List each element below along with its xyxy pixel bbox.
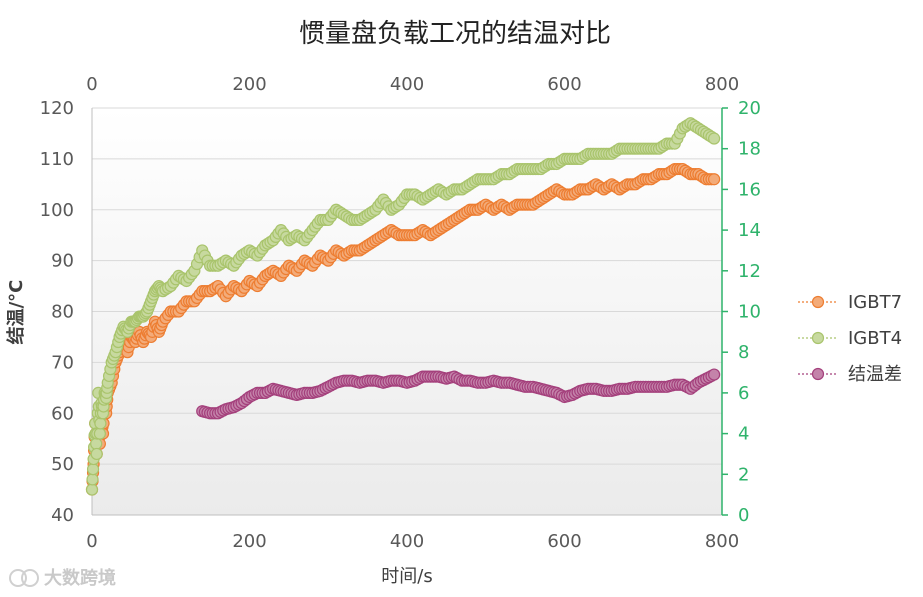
data-point-interp bbox=[86, 473, 99, 486]
y-tick-label: 50 bbox=[51, 454, 74, 475]
y2-tick-label: 20 bbox=[738, 98, 761, 119]
y-tick-label: 60 bbox=[51, 403, 74, 424]
legend-marker bbox=[811, 331, 825, 345]
data-point bbox=[93, 427, 106, 440]
x-tick-label: 800 bbox=[705, 531, 739, 552]
data-point-interp bbox=[94, 417, 107, 430]
data-point-interp bbox=[86, 463, 100, 476]
legend-marker bbox=[811, 367, 825, 381]
y-tick-label: 90 bbox=[51, 251, 74, 272]
legend-item-0[interactable]: IGBT7 bbox=[798, 292, 902, 313]
legend-label: IGBT4 bbox=[848, 328, 902, 349]
y2-tick-label: 16 bbox=[738, 179, 761, 200]
x-axis-ticks: 0 200 400 600 800 bbox=[86, 531, 739, 552]
y2-tick-label: 10 bbox=[738, 302, 761, 323]
x-axis-label: 时间/s bbox=[381, 566, 432, 587]
legend-item-1[interactable]: IGBT4 bbox=[798, 328, 902, 349]
x-tick-label: 600 bbox=[547, 531, 581, 552]
watermark: 大数跨境 bbox=[9, 567, 116, 589]
x-tick-label: 400 bbox=[390, 531, 424, 552]
data-point-interp bbox=[90, 437, 103, 450]
x-tick-label: 200 bbox=[232, 531, 266, 552]
watermark-logo-icon bbox=[9, 569, 27, 587]
x2-axis-ticks: 0 200 400 600 800 bbox=[86, 74, 739, 95]
x2-tick-label: 0 bbox=[86, 74, 97, 95]
data-point bbox=[708, 368, 721, 381]
y2-tick-label: 4 bbox=[738, 424, 749, 445]
x2-tick-label: 200 bbox=[232, 74, 266, 95]
data-point bbox=[708, 132, 721, 145]
y-tick-label: 120 bbox=[40, 98, 74, 119]
y2-tick-label: 12 bbox=[738, 261, 761, 282]
y2-tick-label: 2 bbox=[738, 464, 749, 485]
y2-tick-label: 6 bbox=[738, 383, 749, 404]
x-tick-label: 0 bbox=[86, 531, 97, 552]
x2-tick-label: 800 bbox=[705, 74, 739, 95]
legend-label: 结温差 bbox=[848, 364, 902, 385]
x2-tick-label: 400 bbox=[390, 74, 424, 95]
y-tick-label: 80 bbox=[51, 302, 74, 323]
legend[interactable]: IGBT7 IGBT4 结温差 bbox=[798, 292, 902, 385]
y2-tick-label: 0 bbox=[738, 505, 749, 526]
legend-marker bbox=[811, 295, 825, 309]
watermark-logo-icon-2 bbox=[21, 569, 39, 587]
y2-tick-label: 8 bbox=[738, 342, 749, 363]
legend-label: IGBT7 bbox=[848, 292, 902, 313]
y2-tick-label: 18 bbox=[738, 139, 761, 160]
y2-axis-ticks: 0 2 4 6 8 10 12 14 16 18 20 bbox=[722, 98, 761, 526]
y-axis-label: 结温/°C bbox=[5, 280, 27, 345]
y-tick-label: 110 bbox=[40, 149, 74, 170]
y-tick-label: 40 bbox=[51, 505, 74, 526]
data-point bbox=[85, 483, 99, 496]
series-2 bbox=[196, 368, 721, 420]
series-layer bbox=[85, 117, 721, 496]
legend-item-2[interactable]: 结温差 bbox=[798, 364, 902, 385]
data-point bbox=[90, 447, 103, 461]
y-tick-label: 70 bbox=[51, 352, 74, 373]
x2-tick-label: 600 bbox=[547, 74, 581, 95]
y-tick-label: 100 bbox=[40, 200, 74, 221]
chart-title: 惯量盘负载工况的结温对比 bbox=[299, 19, 611, 49]
y2-tick-label: 14 bbox=[738, 220, 761, 241]
watermark-text: 大数跨境 bbox=[44, 567, 116, 589]
series-1 bbox=[85, 117, 721, 496]
y-axis-ticks: 40 50 60 70 80 90 100 110 120 bbox=[40, 98, 74, 526]
data-point bbox=[708, 173, 721, 186]
